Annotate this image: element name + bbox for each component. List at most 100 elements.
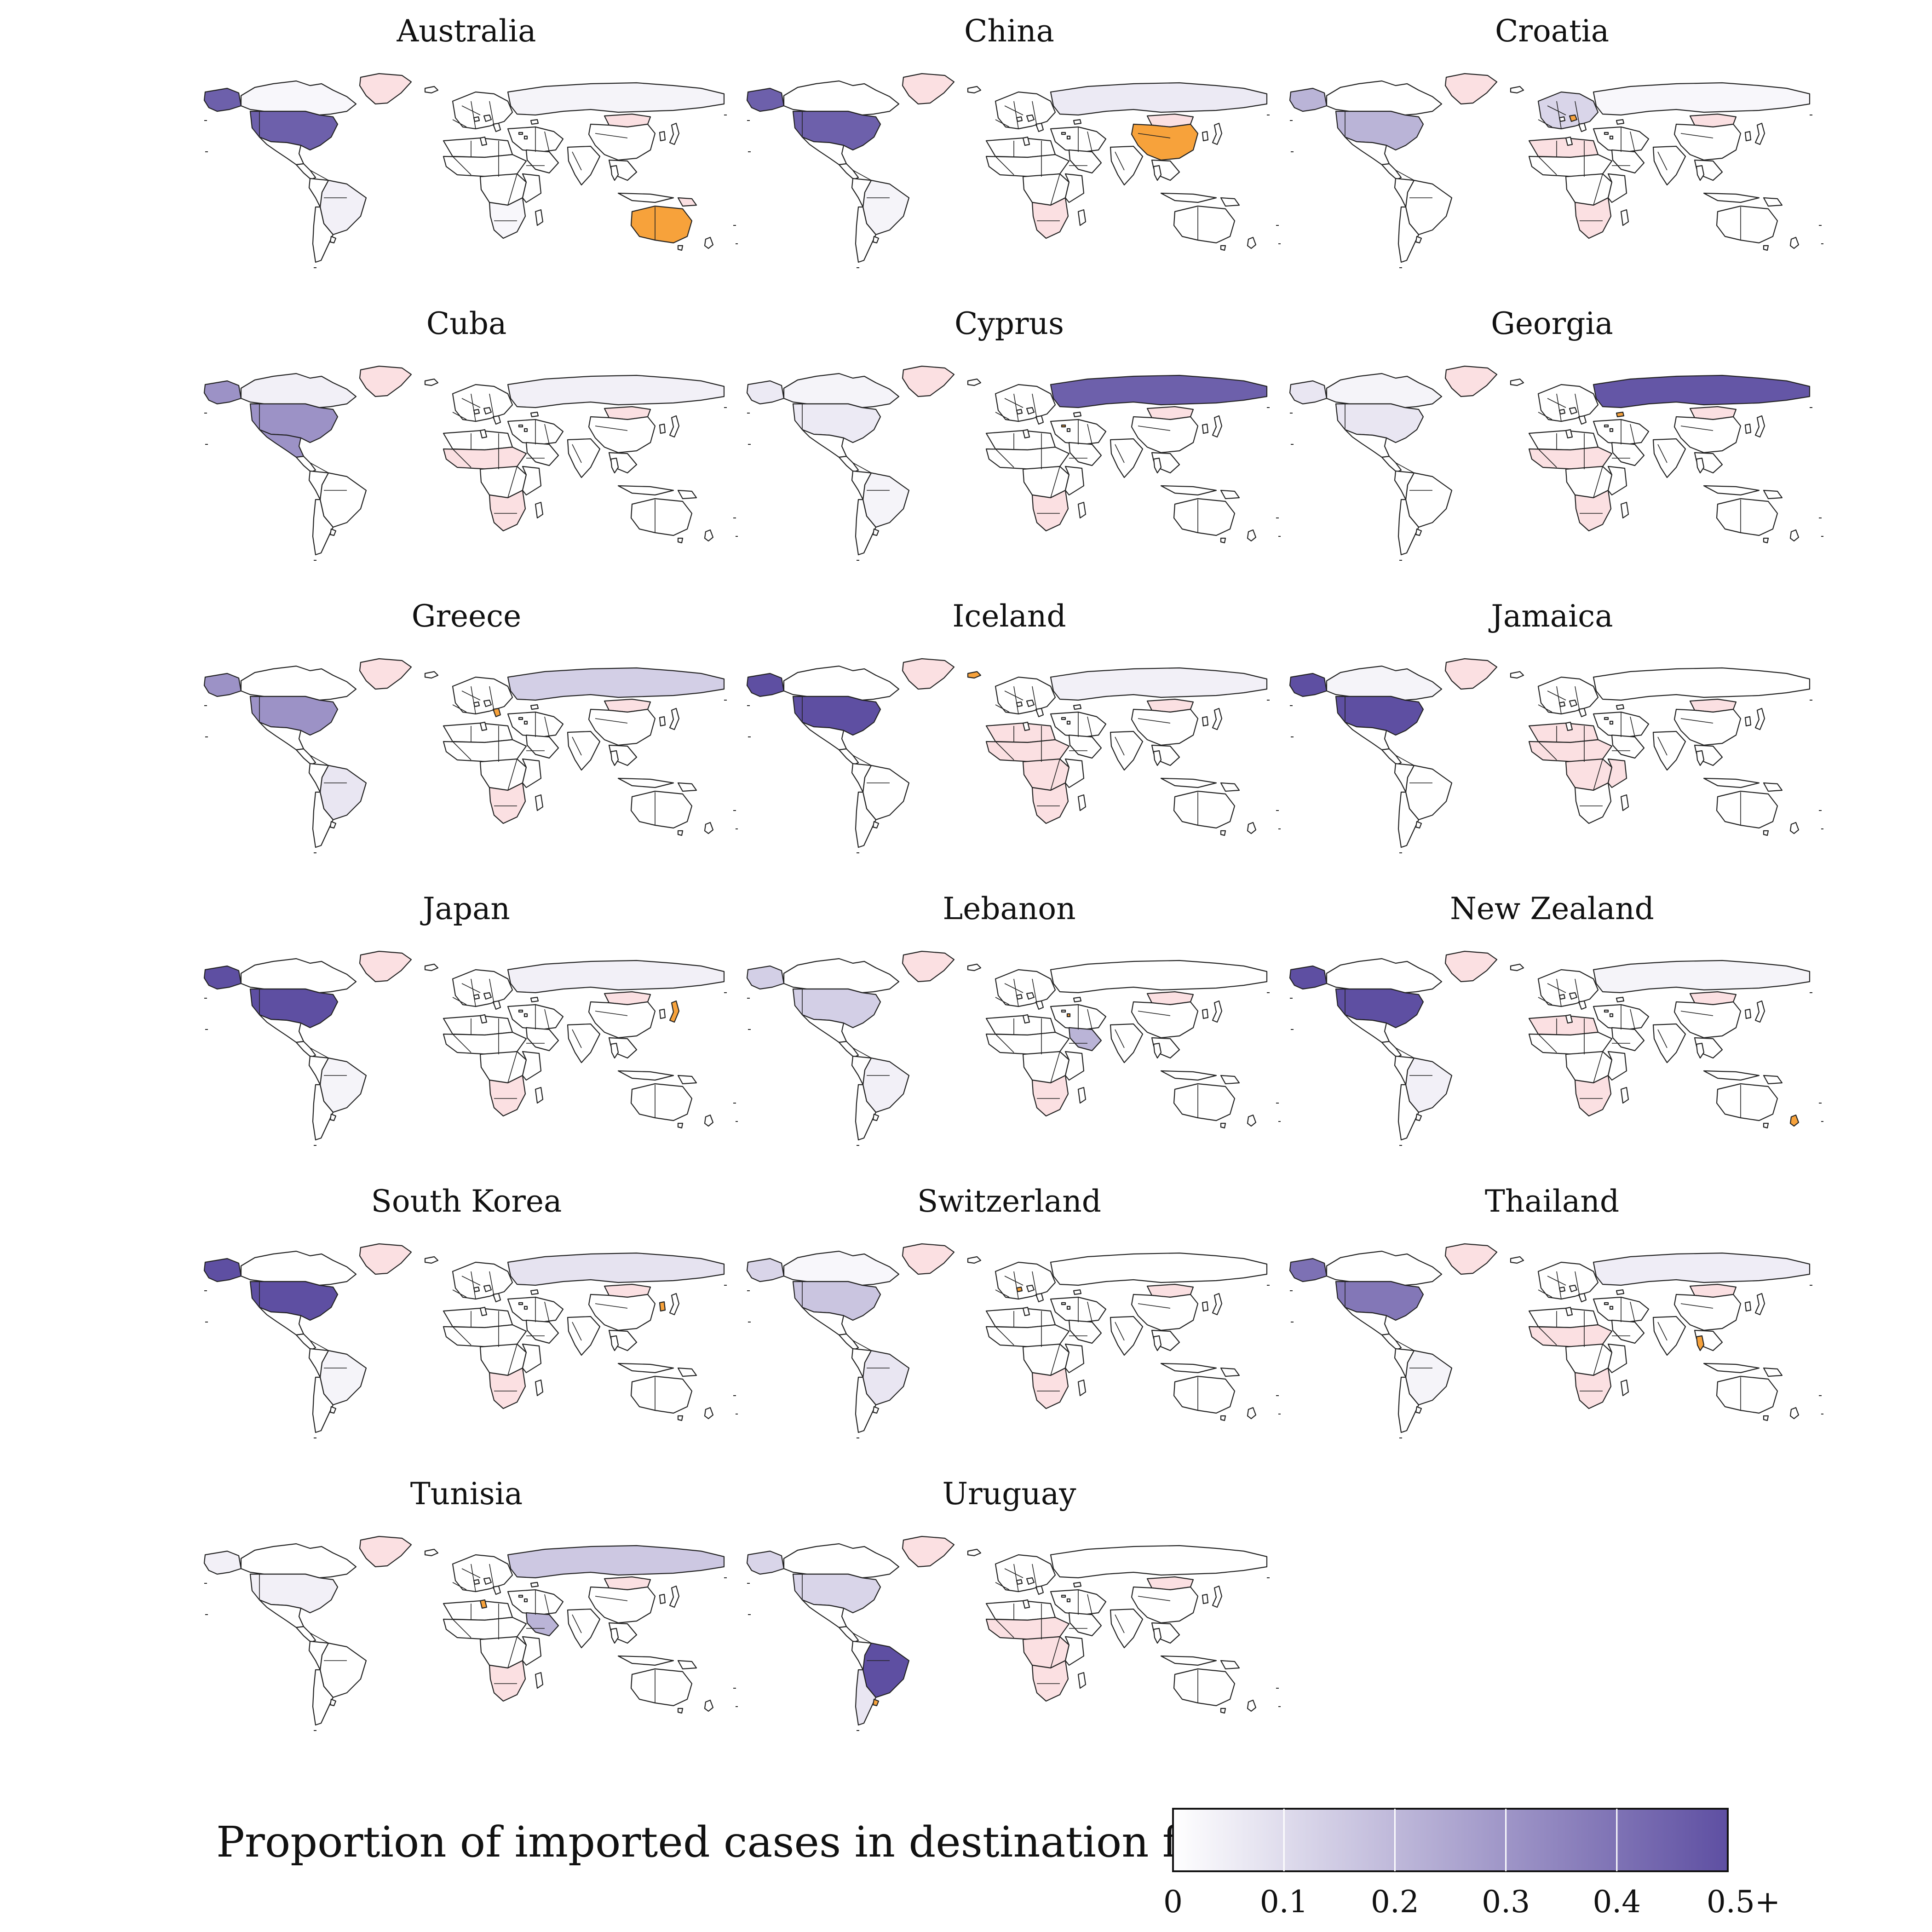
- country-border: [1395, 755, 1414, 766]
- country-uruguay: [1415, 1406, 1422, 1414]
- country-uruguay: [872, 1698, 880, 1707]
- country-greenland: [902, 1243, 955, 1275]
- country-canada: [783, 1250, 900, 1286]
- map-panel-thailand: Thailand: [1281, 1170, 1823, 1446]
- country-china: [588, 1294, 656, 1331]
- country-georgia: [1616, 411, 1625, 418]
- panel-title: New Zealand: [1450, 891, 1654, 926]
- country-border: [1115, 444, 1125, 463]
- country-indonesia: [617, 1363, 674, 1374]
- country-indonesia: [1703, 485, 1760, 496]
- country-japan: [1212, 1585, 1223, 1608]
- country-uruguay: [1415, 1113, 1422, 1121]
- country-croatia: [483, 407, 492, 415]
- country-greenland: [1444, 950, 1498, 983]
- country-tunisia: [1022, 1014, 1030, 1024]
- country-border: [507, 1051, 518, 1083]
- country-russia: [1050, 374, 1268, 408]
- country-border: [452, 412, 467, 420]
- country-brazil: [319, 1350, 367, 1406]
- country-korea: [659, 423, 666, 434]
- country-border: [1593, 173, 1603, 206]
- country-saudi: [525, 149, 559, 174]
- world-map: [203, 1243, 738, 1438]
- country-china: [1131, 416, 1199, 454]
- country-thailand: [1696, 1335, 1705, 1351]
- country-border: [852, 462, 872, 473]
- country-georgia: [530, 996, 539, 1003]
- country-border: [595, 718, 628, 724]
- country-southafrica: [489, 1075, 526, 1117]
- country-border: [995, 448, 1014, 468]
- country-india: [567, 145, 601, 186]
- country-argentina: [312, 1669, 334, 1726]
- country-china: [1673, 708, 1742, 746]
- world-map: [203, 950, 738, 1146]
- country-border: [461, 690, 481, 701]
- country-australia: [630, 790, 693, 829]
- country-sahel: [1528, 446, 1613, 470]
- country-maghreb: [985, 722, 1056, 743]
- map-panel-korea: South Korea: [195, 1170, 738, 1446]
- country-europe: [452, 676, 513, 715]
- country-border: [1004, 690, 1024, 701]
- country-saudi: [525, 1319, 559, 1344]
- country-southafrica: [489, 782, 526, 824]
- country-border: [1087, 424, 1092, 445]
- country-tasmania: [1220, 537, 1226, 544]
- country-uruguay: [329, 528, 337, 536]
- country-greece: [1035, 707, 1044, 718]
- country-png: [1220, 782, 1240, 792]
- country-alaska: [746, 87, 785, 112]
- country-thailand: [610, 750, 619, 766]
- country-lebanon: [1066, 720, 1071, 725]
- country-canada: [1326, 80, 1443, 116]
- country-argentina: [312, 499, 334, 556]
- country-png: [1763, 1367, 1783, 1377]
- country-southafrica: [489, 489, 526, 532]
- country-europe: [995, 676, 1056, 715]
- country-argentina: [1397, 791, 1420, 848]
- country-cyprus: [1604, 717, 1609, 720]
- country-croatia: [1026, 114, 1035, 122]
- country-maghreb: [985, 1307, 1056, 1328]
- country-png: [677, 489, 697, 500]
- country-border: [471, 393, 476, 422]
- country-greece: [1035, 122, 1044, 132]
- country-png: [1763, 197, 1783, 207]
- country-europe: [1537, 91, 1599, 130]
- country-newzealand: [1247, 1699, 1257, 1712]
- country-eastafrica: [1064, 173, 1085, 203]
- country-japan: [1754, 1000, 1765, 1023]
- country-png: [1220, 489, 1240, 500]
- country-centralam: [1381, 748, 1402, 765]
- country-thailand: [1153, 165, 1162, 181]
- country-border: [452, 1326, 472, 1346]
- panel-title: Iceland: [952, 598, 1066, 634]
- country-tasmania: [1220, 1415, 1226, 1421]
- world-map: [1289, 950, 1823, 1146]
- country-tunisia: [479, 1306, 488, 1317]
- country-alaska: [1289, 965, 1328, 990]
- country-cyprus: [1061, 1302, 1066, 1305]
- country-canada: [1326, 373, 1443, 408]
- country-argentina: [312, 791, 334, 848]
- country-india: [1110, 1608, 1144, 1649]
- country-korea: [1202, 423, 1209, 434]
- country-border: [1004, 1568, 1024, 1578]
- country-europe: [995, 1554, 1056, 1593]
- country-indonesia: [617, 1070, 674, 1081]
- country-russia: [1593, 960, 1811, 994]
- country-russia: [507, 1252, 725, 1286]
- country-border: [1032, 101, 1037, 126]
- country-china: [588, 123, 656, 161]
- country-greenland: [1444, 365, 1498, 397]
- country-greece: [1578, 1000, 1587, 1010]
- country-greenland: [359, 950, 412, 983]
- panel-title: Thailand: [1484, 1184, 1620, 1219]
- country-korea: [1202, 1593, 1209, 1604]
- country-lebanon: [1066, 135, 1071, 140]
- country-border: [1657, 444, 1668, 463]
- country-japan: [669, 1585, 680, 1608]
- country-border: [310, 170, 329, 181]
